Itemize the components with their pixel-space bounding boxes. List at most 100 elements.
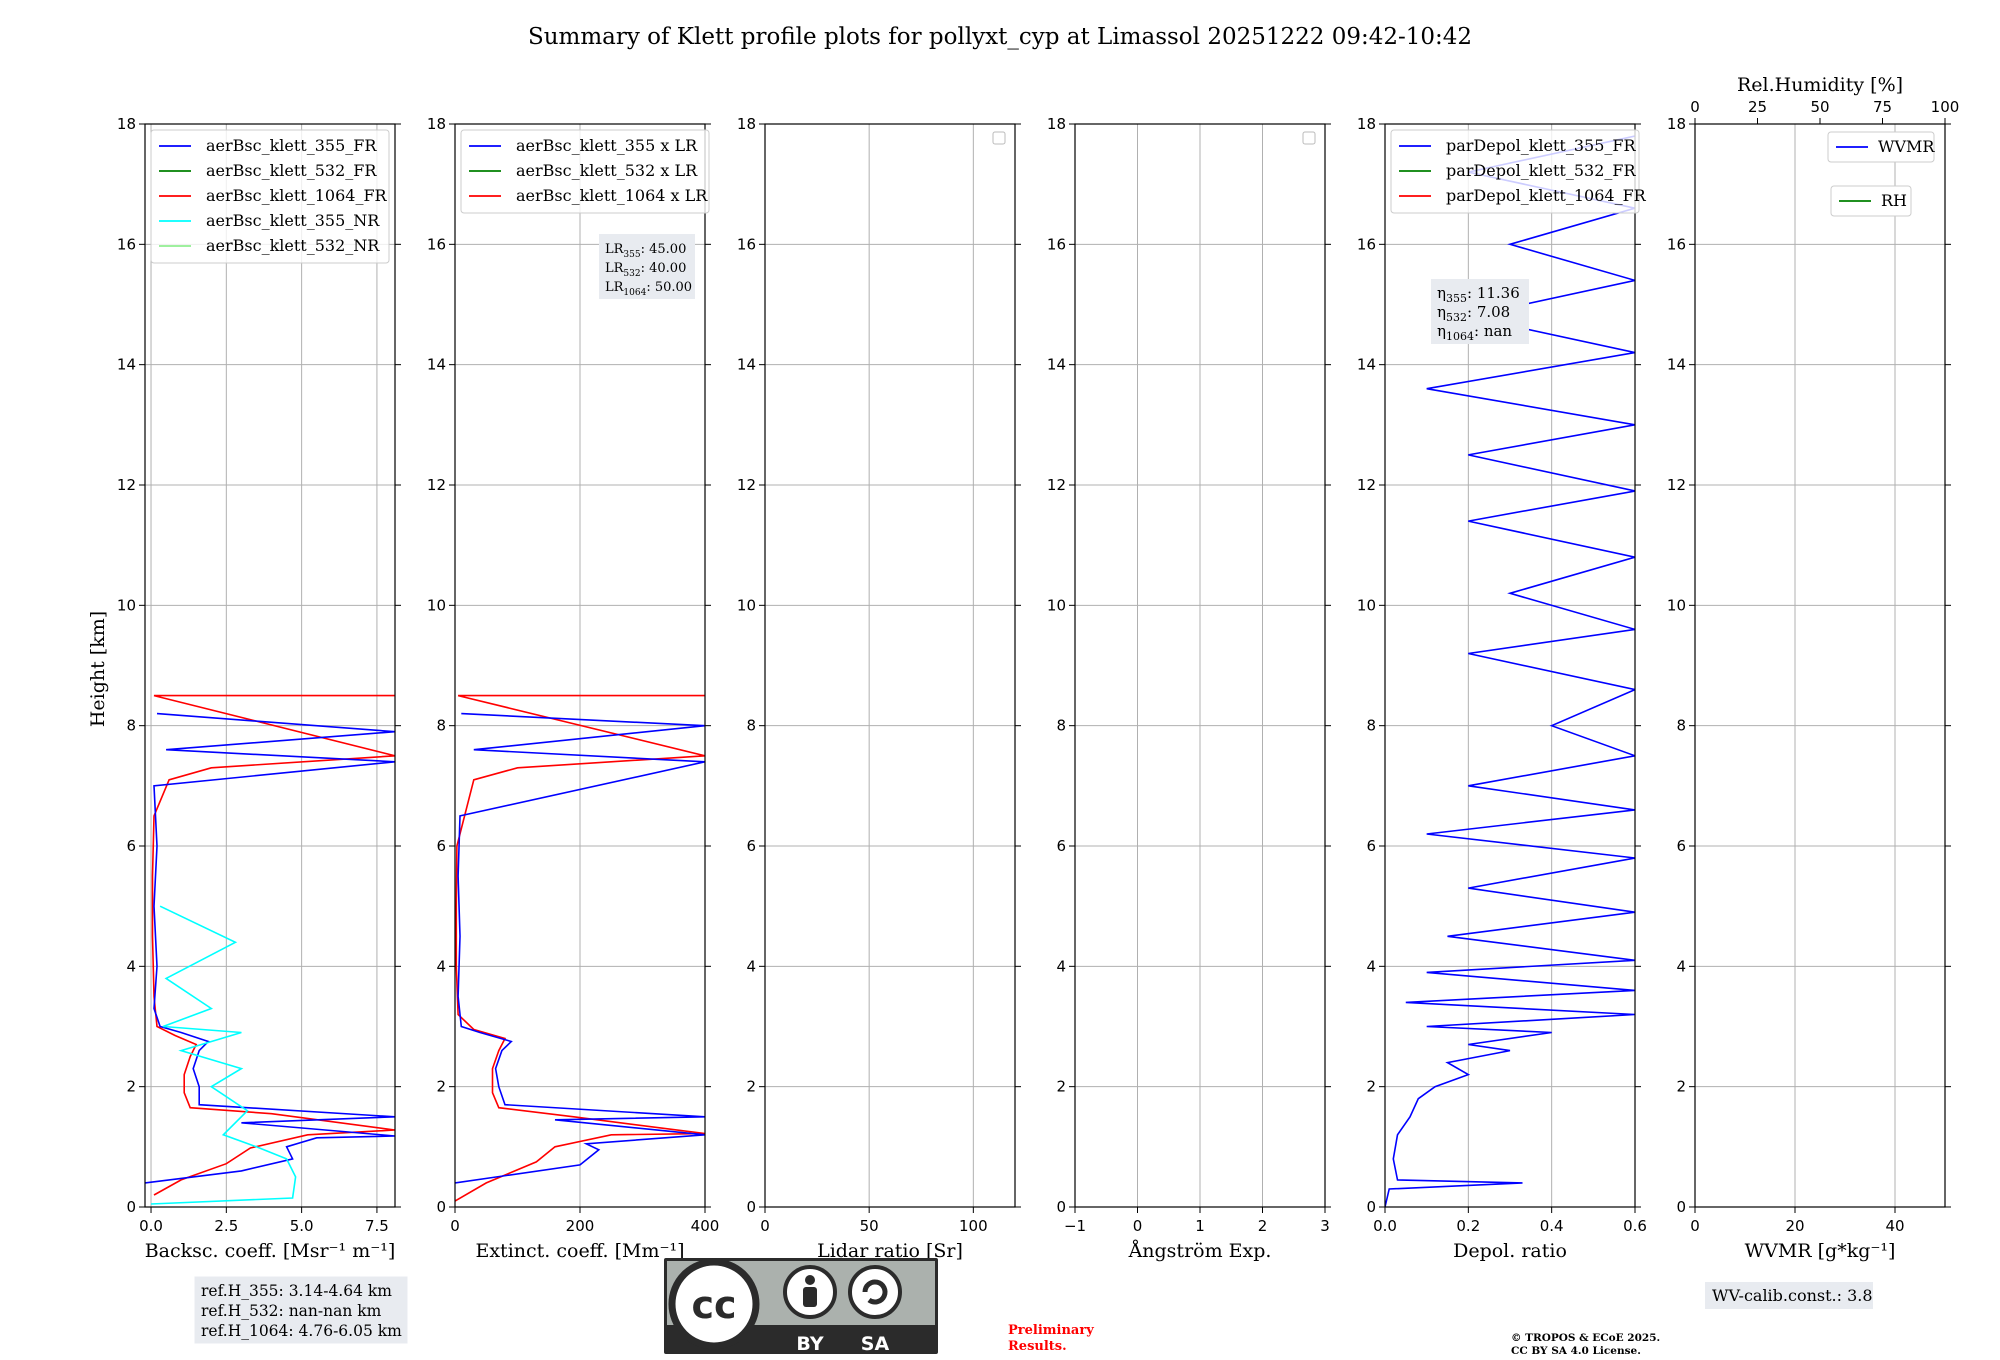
eta-box-bg — [1431, 279, 1529, 344]
y-tick-label: 18 — [1047, 115, 1066, 133]
x-tick-label: 0.2 — [1456, 1217, 1480, 1235]
ref-height-box: ref.H_355: 3.14-4.64 km ref.H_532: nan-n… — [194, 1276, 408, 1344]
y-tick-label: 2 — [126, 1078, 136, 1096]
legend-wvmr: WVMR — [1827, 131, 1935, 163]
y-tick-label: 2 — [1366, 1078, 1376, 1096]
y-tick-label: 4 — [1676, 957, 1686, 975]
series-aerBsc_klett_355_FR — [145, 712, 395, 1184]
copyright-line1: © TROPOS & ECoE 2025. — [1511, 1332, 1660, 1344]
legend-label: RH — [1881, 191, 1907, 210]
eta-box-item: η532: 7.08 — [1437, 303, 1510, 324]
eta-box-item: η1064: nan — [1437, 322, 1512, 343]
y-tick-label: 4 — [126, 957, 136, 975]
y-tick-label: 12 — [1047, 476, 1066, 494]
y-tick-label: 6 — [1056, 837, 1066, 855]
legend-label: aerBsc_klett_355 x LR — [516, 136, 698, 155]
top-x-tick-label: 100 — [1931, 98, 1960, 116]
y-tick-label: 8 — [1056, 717, 1066, 735]
ref-height-1064: ref.H_1064: 4.76-6.05 km — [201, 1322, 402, 1340]
series-group — [455, 694, 705, 1202]
y-tick-label: 18 — [117, 115, 136, 133]
cc-logo-text: cc — [691, 1283, 736, 1327]
legend-box — [1827, 131, 1935, 163]
series-aerBsc_klett_355 x LR — [455, 712, 705, 1184]
series-group — [1385, 135, 1635, 1207]
attribution-icon-body — [803, 1287, 817, 1307]
top-x-axis-label: Rel.Humidity [%] — [1737, 74, 1903, 96]
panel-lr: 0 2 4 6 8 10 12 14 16 18 0 50 100 Lidar ratio [Sr] — [737, 115, 1021, 1262]
y-tick-label: 0 — [1676, 1198, 1686, 1216]
y-tick-label: 12 — [1357, 476, 1376, 494]
wv-calib-text: WV-calib.const.: 3.8 — [1712, 1286, 1873, 1305]
lr-box-bg — [599, 234, 695, 299]
x-axis-label: Backsc. coeff. [Msr⁻¹ m⁻¹] — [145, 1240, 396, 1262]
x-tick-label: 7.5 — [365, 1217, 389, 1235]
legend-label: WVMR — [1878, 137, 1935, 156]
x-axis-label: Extinct. coeff. [Mm⁻¹] — [475, 1240, 684, 1262]
series-parDepol_klett_355_FR — [1385, 135, 1635, 1207]
y-tick-label: 10 — [1047, 596, 1066, 614]
y-tick-label: 10 — [1357, 596, 1376, 614]
by-label: BY — [796, 1333, 823, 1355]
y-tick-label: 6 — [126, 837, 136, 855]
y-tick-label: 18 — [427, 115, 446, 133]
x-tick-label: 5.0 — [290, 1217, 314, 1235]
y-tick-label: 14 — [1667, 356, 1686, 374]
top-x-tick-label: 50 — [1810, 98, 1829, 116]
ref-height-box-bg — [194, 1276, 408, 1344]
y-tick-label: 18 — [1357, 115, 1376, 133]
x-tick-label: 0 — [760, 1217, 770, 1235]
legend-label: aerBsc_klett_355_NR — [206, 211, 380, 230]
y-tick-label: 16 — [1667, 235, 1686, 253]
eta-box-item: η355: 11.36 — [1437, 284, 1520, 305]
legend-label: parDepol_klett_532_FR — [1446, 161, 1637, 180]
y-tick-label: 2 — [436, 1078, 446, 1096]
legend-label: aerBsc_klett_532_FR — [206, 161, 377, 180]
x-tick-label: 0.6 — [1623, 1217, 1647, 1235]
y-tick-label: 16 — [1357, 235, 1376, 253]
legend-label: aerBsc_klett_1064_FR — [206, 186, 388, 205]
y-tick-label: 4 — [1366, 957, 1376, 975]
x-tick-label: 2 — [1258, 1217, 1268, 1235]
y-tick-label: 14 — [1357, 356, 1376, 374]
legend-label: parDepol_klett_355_FR — [1446, 136, 1637, 155]
panel-dep: 0 2 4 6 8 10 12 14 16 18 0.0 0.2 0.4 0.6 Depol. ratio p… — [1357, 115, 1647, 1262]
panel-bsc: 0 2 4 6 8 10 12 14 16 18 0.0 2.5 5.0 7.5 Backsc. coeff… — [117, 115, 401, 1262]
x-tick-label: −1 — [1064, 1217, 1086, 1235]
y-tick-label: 14 — [737, 356, 756, 374]
legend: parDepol_klett_355_FR parDepol_klett_532_… — [1390, 129, 1647, 214]
legend-box — [460, 129, 710, 214]
x-axis-label: Ångström Exp. — [1128, 1240, 1272, 1262]
legend-label: aerBsc_klett_355_FR — [206, 136, 377, 155]
x-tick-label: 2.5 — [214, 1217, 238, 1235]
x-axis-label: WVMR [g*kg⁻¹] — [1745, 1240, 1896, 1262]
y-tick-label: 16 — [1047, 235, 1066, 253]
y-tick-label: 14 — [427, 356, 446, 374]
y-tick-label: 2 — [1676, 1078, 1686, 1096]
y-tick-label: 6 — [1366, 837, 1376, 855]
lr-box-item: LR355: 45.00 — [605, 242, 686, 260]
x-tick-label: 20 — [1785, 1217, 1804, 1235]
y-tick-label: 8 — [746, 717, 756, 735]
y-tick-label: 16 — [737, 235, 756, 253]
x-tick-label: 3 — [1320, 1217, 1330, 1235]
top-x-tick-label: 25 — [1748, 98, 1767, 116]
y-tick-label: 10 — [427, 596, 446, 614]
legend-label: aerBsc_klett_1064 x LR — [516, 186, 708, 205]
y-tick-label: 2 — [1056, 1078, 1066, 1096]
y-tick-label: 14 — [1047, 356, 1066, 374]
y-tick-label: 14 — [117, 356, 136, 374]
y-tick-label: 8 — [1676, 717, 1686, 735]
y-tick-label: 0 — [1366, 1198, 1376, 1216]
cc-logo-icon — [668, 1258, 760, 1350]
lr-box-item: LR532: 40.00 — [605, 261, 686, 279]
y-tick-label: 2 — [746, 1078, 756, 1096]
legend-rh: RH — [1830, 185, 1912, 217]
y-tick-label: 8 — [436, 717, 446, 735]
y-tick-label: 18 — [1667, 115, 1686, 133]
y-tick-label: 4 — [1056, 957, 1066, 975]
